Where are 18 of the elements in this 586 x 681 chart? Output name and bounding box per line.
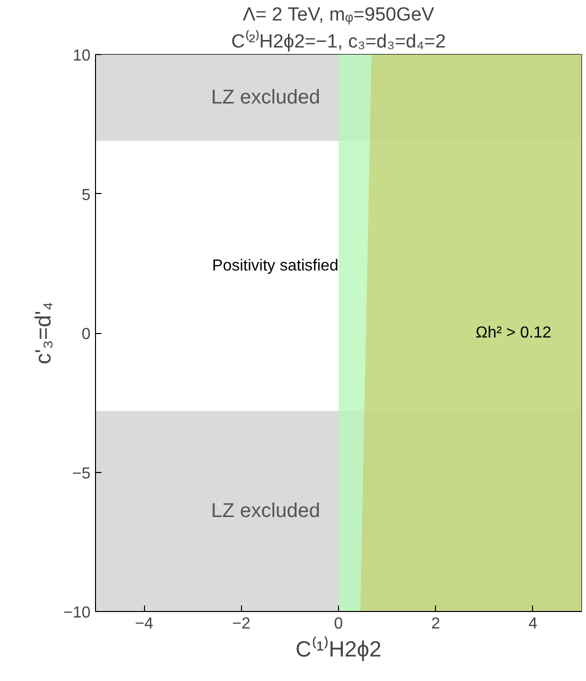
x-tick-label: 2 (431, 616, 440, 632)
y-axis-title: c'₃=d'₄ (30, 302, 56, 364)
y-tick-label: 5 (82, 186, 91, 204)
annotation: Ωh² > 0.12 (476, 324, 552, 342)
band-label: LZ excluded (211, 86, 320, 109)
x-tick-label: −4 (134, 616, 154, 632)
y-tick-label: 0 (82, 326, 91, 343)
chart-title: Λ= 2 TeV, mᵩ=950GeV (242, 4, 435, 26)
y-tick-label: 10 (72, 48, 91, 64)
x-tick-label: 4 (528, 616, 538, 632)
chart-subtitle: C⁽²⁾H2ϕ2=−1, c₃=d₃=d₄=2 (231, 30, 446, 52)
annotation: Positivity satisfied (212, 258, 338, 275)
band-label: LZ excluded (211, 500, 320, 522)
x-axis-title: C⁽¹⁾H2ϕ2 (296, 636, 382, 662)
y-tick-label: −5 (72, 465, 91, 482)
y-tick-label: −10 (63, 604, 91, 622)
x-tick-label: −2 (232, 616, 251, 632)
x-tick-label: 0 (334, 616, 344, 632)
